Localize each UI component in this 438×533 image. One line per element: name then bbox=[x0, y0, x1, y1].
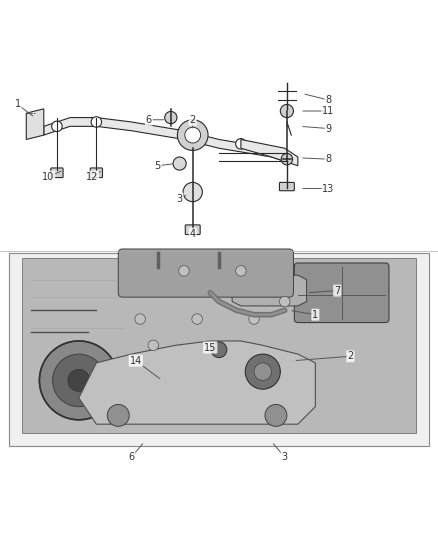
Polygon shape bbox=[241, 140, 298, 166]
Text: 14: 14 bbox=[130, 356, 142, 366]
FancyBboxPatch shape bbox=[90, 168, 102, 177]
FancyBboxPatch shape bbox=[136, 359, 188, 402]
Circle shape bbox=[254, 363, 272, 381]
Polygon shape bbox=[22, 258, 416, 433]
Text: 7: 7 bbox=[334, 286, 340, 296]
Polygon shape bbox=[79, 341, 315, 424]
Text: 13: 13 bbox=[322, 183, 335, 193]
Circle shape bbox=[107, 405, 129, 426]
Text: 8: 8 bbox=[325, 154, 332, 164]
Circle shape bbox=[179, 265, 189, 276]
FancyBboxPatch shape bbox=[9, 253, 429, 446]
FancyBboxPatch shape bbox=[118, 249, 293, 297]
Circle shape bbox=[281, 154, 293, 165]
Circle shape bbox=[147, 365, 177, 395]
Text: 8: 8 bbox=[325, 95, 332, 105]
Polygon shape bbox=[44, 118, 285, 161]
Circle shape bbox=[177, 120, 208, 150]
Text: 9: 9 bbox=[325, 124, 332, 134]
Polygon shape bbox=[232, 275, 307, 306]
Circle shape bbox=[265, 405, 287, 426]
FancyBboxPatch shape bbox=[294, 263, 389, 322]
Text: 12: 12 bbox=[86, 172, 98, 182]
Circle shape bbox=[192, 314, 202, 324]
Circle shape bbox=[165, 111, 177, 124]
Text: 3: 3 bbox=[177, 193, 183, 204]
Circle shape bbox=[279, 296, 290, 307]
Text: 3: 3 bbox=[282, 452, 288, 462]
Text: 2: 2 bbox=[190, 115, 196, 125]
Text: 2: 2 bbox=[347, 351, 353, 361]
Circle shape bbox=[185, 127, 201, 143]
Polygon shape bbox=[26, 109, 44, 140]
Circle shape bbox=[236, 139, 246, 149]
Text: 10: 10 bbox=[42, 172, 54, 182]
Text: 1: 1 bbox=[14, 100, 21, 109]
Circle shape bbox=[52, 121, 62, 132]
Circle shape bbox=[68, 369, 90, 391]
Circle shape bbox=[245, 354, 280, 389]
Circle shape bbox=[280, 104, 293, 118]
Text: 6: 6 bbox=[128, 452, 134, 462]
FancyBboxPatch shape bbox=[279, 182, 294, 191]
Circle shape bbox=[39, 341, 118, 420]
Text: 5: 5 bbox=[155, 161, 161, 171]
Circle shape bbox=[236, 265, 246, 276]
Circle shape bbox=[173, 157, 186, 170]
Circle shape bbox=[249, 314, 259, 324]
Circle shape bbox=[91, 117, 102, 127]
Text: 4: 4 bbox=[190, 229, 196, 239]
Text: 15: 15 bbox=[204, 343, 216, 352]
Circle shape bbox=[53, 354, 105, 407]
Circle shape bbox=[183, 182, 202, 201]
Circle shape bbox=[135, 314, 145, 324]
FancyBboxPatch shape bbox=[185, 225, 200, 235]
Circle shape bbox=[211, 342, 227, 358]
Text: 6: 6 bbox=[146, 115, 152, 125]
FancyBboxPatch shape bbox=[51, 168, 63, 177]
Circle shape bbox=[148, 340, 159, 351]
Text: 1: 1 bbox=[312, 310, 318, 320]
Text: 11: 11 bbox=[322, 106, 335, 116]
